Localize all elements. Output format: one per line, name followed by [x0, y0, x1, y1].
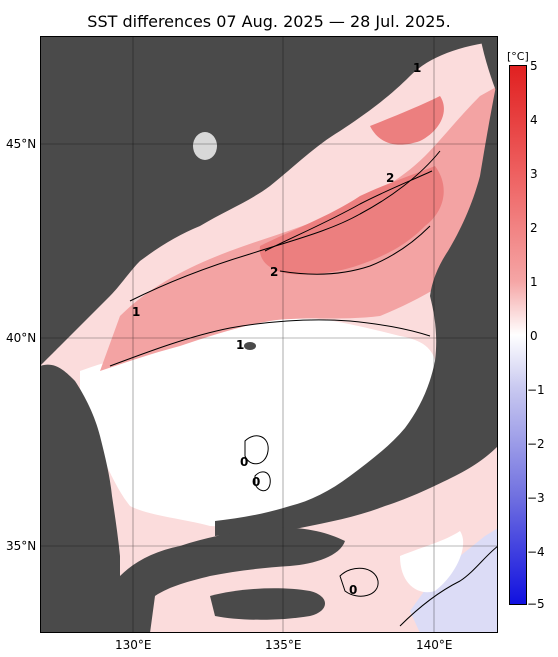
contour-label: 0 — [349, 583, 357, 597]
sst-map: 1 2 2 1 1 0 0 0 — [40, 36, 499, 633]
colorbar-tick: 1 — [530, 275, 538, 289]
contour-2b — [279, 225, 431, 275]
land-hokkaido — [480, 36, 498, 96]
contour-lines — [109, 150, 499, 627]
lon-label-135e: 135°E — [265, 638, 302, 652]
lat-label-35n: 35°N — [6, 539, 37, 553]
colorbar-tick: 3 — [530, 167, 538, 181]
colorbar-unit: [°C] — [507, 50, 529, 63]
contour-labels: 1 2 2 1 1 0 0 0 — [132, 61, 421, 597]
contour-label: 1 — [413, 61, 421, 75]
contour-label: 1 — [236, 338, 244, 352]
colorbar-tick: 2 — [530, 221, 538, 235]
colorbar — [509, 65, 527, 605]
colorbar-tick: −4 — [527, 545, 545, 559]
contour-2 — [264, 170, 433, 252]
neutral-area-south — [400, 531, 464, 593]
colorbar-tick: 4 — [530, 113, 538, 127]
colorbar-tick: −1 — [527, 383, 545, 397]
contour-label: 2 — [386, 171, 394, 185]
land-honshu — [215, 76, 498, 536]
colorbar-tick: −2 — [527, 437, 545, 451]
land-chugoku — [120, 527, 345, 633]
sst-map-canvas: 1 2 2 1 1 0 0 0 — [40, 36, 499, 633]
land-korea — [40, 364, 120, 633]
contour-label: 2 — [270, 265, 278, 279]
colorbar-tick: −5 — [527, 597, 545, 611]
land-sado — [435, 301, 449, 321]
land-shikoku — [210, 588, 325, 620]
lon-label-130e: 130°E — [115, 638, 152, 652]
contour-label: 0 — [240, 455, 248, 469]
graticule — [40, 36, 498, 633]
map-border — [40, 36, 498, 633]
land-continent — [40, 36, 498, 366]
colorbar-tick: 0 — [530, 329, 538, 343]
contour-south-east — [399, 545, 499, 627]
colorbar-tick: −3 — [527, 491, 545, 505]
lat-label-40n: 40°N — [6, 331, 37, 345]
contour-label: 1 — [132, 305, 140, 319]
contour-0-b — [254, 471, 271, 492]
contour-0-c — [339, 567, 379, 597]
map-title: SST differences 07 Aug. 2025 — 28 Jul. 2… — [87, 12, 451, 31]
warm-core — [259, 166, 444, 275]
contour-1-north — [129, 150, 441, 302]
lake — [193, 132, 217, 160]
contour-1-south — [109, 319, 431, 367]
contour-label: 0 — [252, 475, 260, 489]
lat-label-45n: 45°N — [6, 137, 37, 151]
colorbar-tick: 5 — [530, 59, 538, 73]
neutral-area — [80, 316, 437, 527]
land — [40, 36, 498, 633]
contour-0-a — [244, 435, 269, 465]
land-oki — [244, 342, 256, 350]
lon-label-140e: 140°E — [416, 638, 453, 652]
warm-core-north — [370, 96, 444, 145]
colorbar-gradient — [509, 65, 527, 605]
cool-area — [410, 528, 498, 633]
